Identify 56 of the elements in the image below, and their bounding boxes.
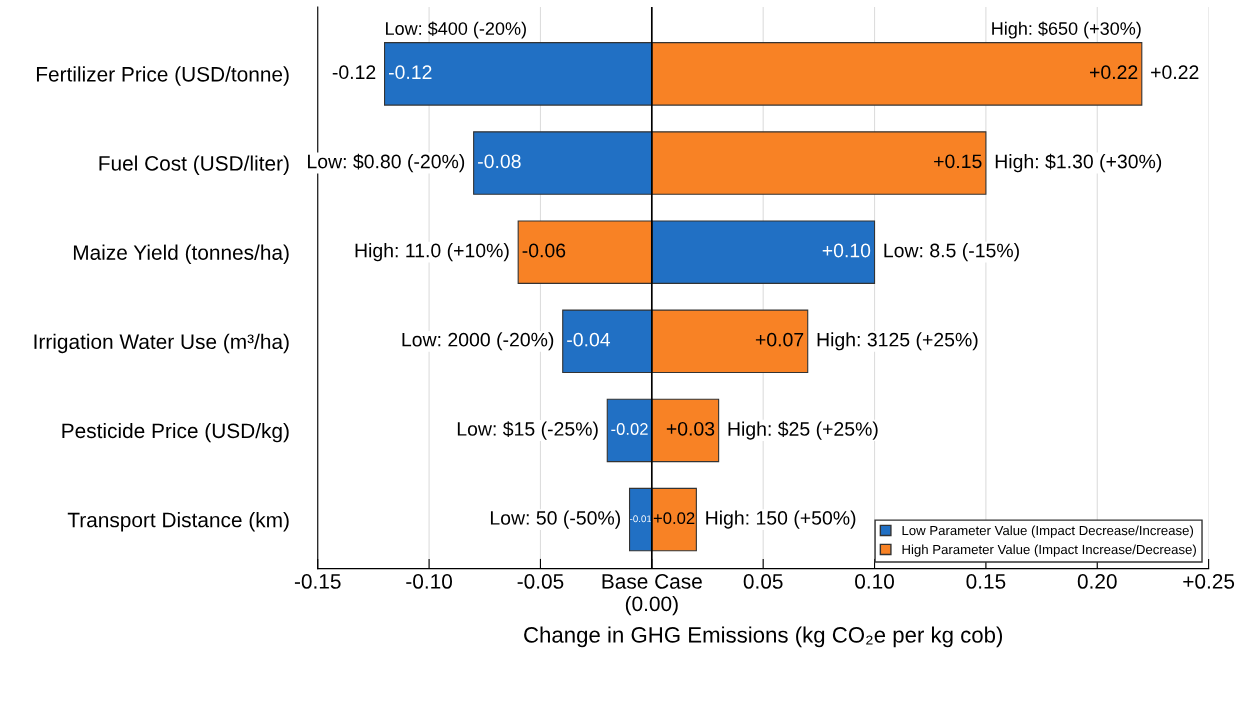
data-label: -0.06: [522, 243, 566, 258]
data-label: -0.01: [630, 515, 652, 523]
bar: [517, 220, 653, 284]
data-label: +0.02: [653, 512, 695, 525]
x-tick-label: Base Case (0.00): [602, 574, 702, 616]
bar: [651, 309, 809, 374]
annotation: Low: $400 (-20%): [386, 21, 526, 39]
data-label: +0.03: [666, 421, 715, 436]
data-label: -0.12: [388, 65, 432, 80]
y-tick-label: Fuel Cost (USD/liter): [99, 155, 289, 175]
bar: [606, 398, 653, 463]
data-label: -0.04: [567, 332, 611, 347]
bar: [651, 398, 720, 463]
data-label: -0.02: [611, 423, 648, 435]
annotation: Low: 8.5 (-15%): [884, 243, 1019, 262]
data-label: +0.07: [755, 332, 804, 347]
annotation: High: $25 (+25%): [728, 421, 878, 440]
x-tick-label: 0.05: [743, 574, 783, 589]
y-tick-label: Pesticide Price (USD/kg): [62, 422, 289, 443]
bar: [628, 487, 653, 552]
annotation: Low: $0.80 (-20%): [308, 153, 465, 173]
x-tick-label: -0.10: [406, 574, 453, 589]
bar: [651, 220, 876, 284]
bar: [473, 131, 653, 195]
y-tick-label: Maize Yield (tonnes/ha): [73, 244, 289, 265]
x-tick-label: +0.25: [1183, 574, 1235, 589]
x-tick-label: 0.10: [855, 574, 894, 589]
annotation: +0.22: [1151, 65, 1199, 80]
x-tick-label: -0.05: [517, 574, 564, 589]
legend-label: Low Parameter Value (Impact Decrease/Increase): [902, 525, 1194, 538]
data-label: +0.10: [822, 243, 871, 258]
data-label: -0.08: [478, 154, 521, 169]
annotation: -0.12: [332, 65, 376, 80]
bar: [651, 42, 1143, 106]
annotation: High: 150 (+50%): [706, 510, 856, 529]
annotation: High: 11.0 (+10%): [355, 243, 509, 262]
annotation: High: 3125 (+25%): [817, 332, 978, 351]
x-tick-label: 0.20: [1077, 574, 1117, 589]
y-tick-label: Fertilizer Price (USD/tonne): [36, 66, 289, 86]
x-tick-label: 0.15: [966, 574, 1006, 589]
data-label: +0.15: [934, 154, 982, 169]
y-tick-label: Irrigation Water Use (m³/ha): [34, 333, 289, 354]
y-tick-label: Transport Distance (km): [67, 512, 289, 532]
bar: [651, 131, 987, 195]
bar: [651, 487, 697, 552]
annotation: Low: $15 (-25%): [457, 421, 598, 440]
annotation: High: $1.30 (+30%): [995, 153, 1162, 173]
annotation: Low: 50 (-50%): [490, 510, 621, 529]
x-tick-label: -0.15: [294, 574, 341, 589]
legend-label: High Parameter Value (Impact Increase/Decrease): [902, 544, 1196, 557]
x-axis-title: Change in GHG Emissions (kg CO₂e per kg cob): [524, 626, 1003, 648]
annotation: High: $650 (+30%): [992, 21, 1141, 39]
bar: [383, 42, 653, 106]
data-label: +0.22: [1089, 65, 1138, 80]
annotation: Low: 2000 (-20%): [402, 332, 554, 351]
bar: [562, 309, 653, 374]
